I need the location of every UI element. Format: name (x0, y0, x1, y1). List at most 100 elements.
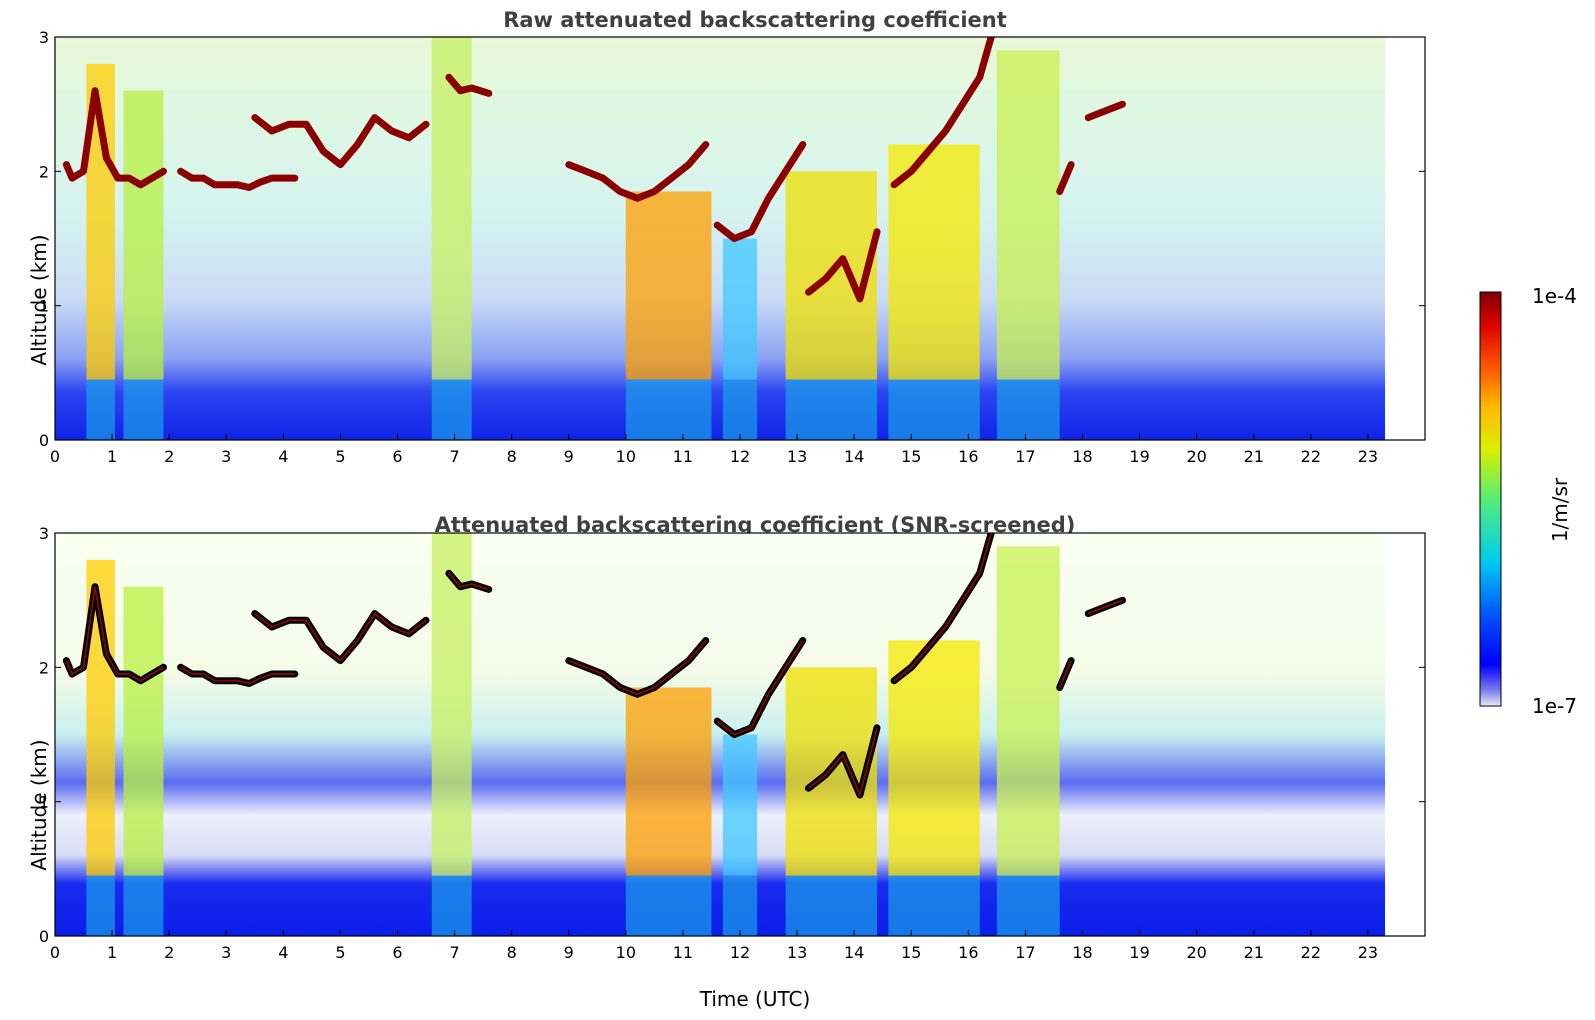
top-x-tick-label-3: 3 (221, 447, 231, 466)
bottom-x-tick-label-6: 6 (392, 943, 402, 962)
bottom-cloud-layer-edge-8 (1058, 660, 1073, 688)
top-x-tick-label-18: 18 (1072, 447, 1092, 466)
bottom-x-tick-label-13: 13 (787, 943, 807, 962)
top-cloud-layer-3 (445, 73, 493, 97)
top-x-tick-label-17: 17 (1015, 447, 1035, 466)
top-x-tick-label-8: 8 (507, 447, 517, 466)
top-plume-7 (996, 50, 1060, 380)
top-plume-2 (431, 37, 472, 380)
top-x-tick-label-2: 2 (164, 447, 174, 466)
top-cloud-layer-7 (890, 37, 995, 189)
bottom-plume-base-2 (431, 875, 472, 936)
top-y-tick-label-1: 1 (39, 297, 49, 316)
top-x-tick-label-23: 23 (1358, 447, 1378, 466)
bottom-y-tick-label-3: 3 (39, 524, 49, 543)
top-cloud-layer-4 (565, 141, 710, 202)
bottom-x-tick-label-3: 3 (221, 943, 231, 962)
colorbar-max-label: 1e-4 (1532, 284, 1577, 308)
top-x-tick-label-12: 12 (730, 447, 750, 466)
bottom-x-tick-label-21: 21 (1244, 943, 1264, 962)
bottom-x-tick-label-23: 23 (1358, 943, 1378, 962)
bottom-x-tick-label-15: 15 (901, 943, 921, 962)
bottom-plume-base-0 (86, 875, 115, 936)
bottom-cloud-layer-edge-7 (893, 533, 993, 682)
top-x-tick-label-15: 15 (901, 447, 921, 466)
top-plume-1 (123, 90, 164, 380)
bottom-plume-6 (888, 640, 980, 876)
bottom-x-tick-label-18: 18 (1072, 943, 1092, 962)
top-heatmap-body (55, 37, 1386, 440)
bottom-x-tick-label-16: 16 (958, 943, 978, 962)
top-plume-base-4 (722, 379, 758, 440)
bottom-x-tick-label-20: 20 (1186, 943, 1206, 962)
bottom-heatmap-body (55, 533, 1386, 936)
top-cloud-layer-8 (1056, 161, 1075, 195)
bottom-x-tick-label-8: 8 (507, 943, 517, 962)
top-x-tick-label-1: 1 (107, 447, 117, 466)
bottom-cloud-layer-edge-1 (180, 666, 295, 685)
colorbar (1479, 291, 1502, 707)
bottom-x-tick-label-11: 11 (673, 943, 693, 962)
top-chart-title: Raw attenuated backscattering coefficien… (503, 8, 1007, 32)
top-background-field (55, 37, 1386, 440)
bottom-plume-1 (123, 586, 164, 876)
bottom-x-tick-label-14: 14 (844, 943, 864, 962)
bottom-plume-base-1 (123, 875, 164, 936)
top-x-tick-label-19: 19 (1129, 447, 1149, 466)
bottom-x-tick-label-17: 17 (1015, 943, 1035, 962)
top-plume-base-1 (123, 379, 164, 440)
bottom-x-tick-label-9: 9 (564, 943, 574, 962)
bottom-cloud-layer-edge-9 (1087, 599, 1123, 615)
top-x-tick-label-11: 11 (673, 447, 693, 466)
bottom-cloud-layer-edge-4 (568, 639, 707, 696)
top-y-tick-label-2: 2 (39, 162, 49, 181)
top-y-tick-label-0: 0 (39, 431, 49, 450)
bottom-plume-base-6 (888, 875, 980, 936)
top-plume-base-0 (86, 379, 115, 440)
bottom-plume-base-5 (785, 875, 877, 936)
colorbar-min-label: 1e-7 (1532, 694, 1577, 718)
top-x-tick-label-5: 5 (335, 447, 345, 466)
bottom-cloud-layer-edge-2 (254, 612, 427, 662)
top-plume-base-5 (785, 379, 877, 440)
bottom-heatmap-panel: 0 1 2 3 4 5 6 7 8 9 10 11 12 13 14 15 16 17 18 19 20 21 22 2301… (39, 524, 1426, 962)
colorbar-unit-label: 1/m/sr (1548, 477, 1572, 543)
bottom-plume-2 (431, 533, 472, 876)
top-x-tick-label-14: 14 (844, 447, 864, 466)
top-cloud-layer-2 (251, 114, 430, 169)
top-plume-base-6 (888, 379, 980, 440)
top-x-tick-label-20: 20 (1186, 447, 1206, 466)
bottom-plume-7 (996, 546, 1060, 876)
bottom-y-tick-label-2: 2 (39, 658, 49, 677)
top-x-tick-label-16: 16 (958, 447, 978, 466)
top-plume-base-3 (625, 379, 712, 440)
top-plume-base-2 (431, 379, 472, 440)
bottom-x-tick-label-5: 5 (335, 943, 345, 962)
top-x-tick-label-22: 22 (1301, 447, 1321, 466)
bottom-y-tick-label-0: 0 (39, 927, 49, 946)
top-x-tick-label-7: 7 (449, 447, 459, 466)
bottom-x-tick-label-12: 12 (730, 943, 750, 962)
bottom-cloud-layer-edge-6 (807, 727, 878, 799)
bottom-cloud-layer-edge-5 (716, 639, 804, 736)
bottom-x-tick-label-19: 19 (1129, 943, 1149, 962)
bottom-x-tick-label-7: 7 (449, 943, 459, 962)
top-x-tick-label-4: 4 (278, 447, 288, 466)
bottom-x-tick-label-22: 22 (1301, 943, 1321, 962)
top-plume-6 (888, 144, 980, 380)
top-x-tick-label-21: 21 (1244, 447, 1264, 466)
top-cloud-layer-9 (1084, 100, 1126, 122)
top-y-tick-label-3: 3 (39, 28, 49, 47)
top-cloud-layer-5 (713, 141, 807, 242)
bottom-x-tick-label-0: 0 (50, 943, 60, 962)
top-x-tick-label-0: 0 (50, 447, 60, 466)
bottom-cloud-layer-edge-3 (448, 572, 490, 591)
top-x-tick-label-6: 6 (392, 447, 402, 466)
top-plume-base-7 (996, 379, 1060, 440)
bottom-x-tick-label-1: 1 (107, 943, 117, 962)
bottom-x-tick-label-10: 10 (616, 943, 636, 962)
top-x-tick-label-9: 9 (564, 447, 574, 466)
top-plume-3 (625, 191, 712, 380)
